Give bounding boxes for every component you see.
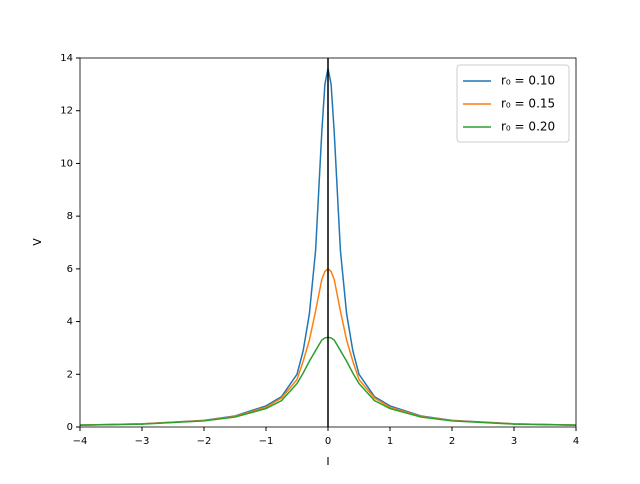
plot-frame <box>79 57 577 428</box>
x-tick-label: −3 <box>135 436 150 447</box>
y-tick-label: 6 <box>67 264 73 275</box>
legend-label: r₀ = 0.20 <box>501 120 555 134</box>
x-tick-label: 1 <box>387 436 393 447</box>
x-tick-label: 4 <box>573 436 579 447</box>
y-tick-label: 8 <box>67 211 73 222</box>
y-tick-label: 10 <box>60 158 73 169</box>
y-tick-label: 2 <box>67 369 73 380</box>
legend-label: r₀ = 0.10 <box>501 74 555 88</box>
x-tick-label: 3 <box>511 436 517 447</box>
x-tick-label: −2 <box>197 436 212 447</box>
y-axis-label: V <box>31 238 44 246</box>
x-tick-label: −1 <box>259 436 274 447</box>
x-axis-label: I <box>326 455 329 468</box>
x-tick-label: −4 <box>73 436 88 447</box>
legend-label: r₀ = 0.15 <box>501 97 555 111</box>
legend-box <box>456 64 570 143</box>
x-tick-label: 2 <box>449 436 455 447</box>
y-tick-label: 14 <box>60 53 73 64</box>
x-tick-label: 0 <box>325 436 331 447</box>
y-tick-label: 4 <box>67 317 73 328</box>
y-tick-label: 0 <box>67 422 73 433</box>
y-tick-label: 12 <box>60 106 73 117</box>
